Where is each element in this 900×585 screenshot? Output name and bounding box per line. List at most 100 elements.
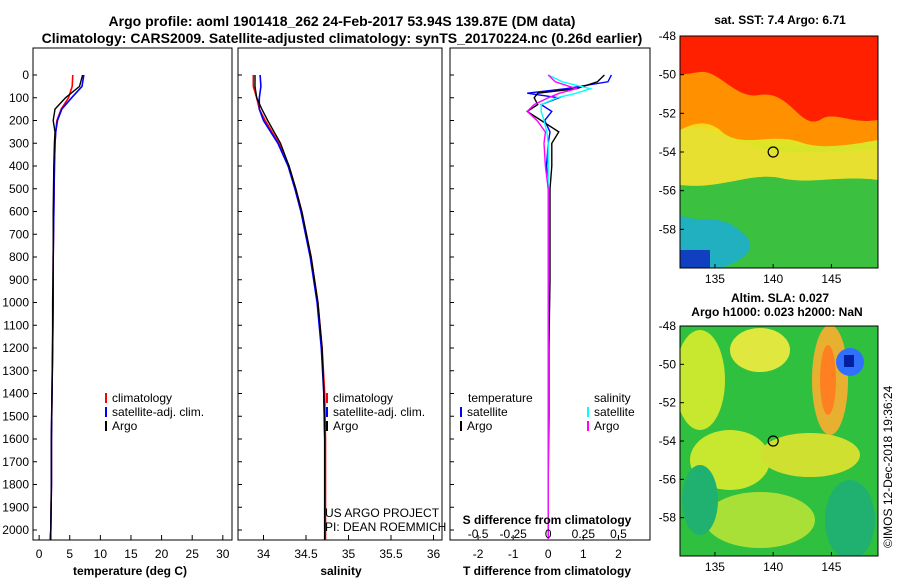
depth-tick-label: 1200 [2,341,29,355]
series-line-climatology [252,75,327,540]
depth-tick-label: 700 [9,227,29,241]
s-tick-label: 0.25 [572,527,596,541]
depth-tick-label: 1100 [3,318,29,332]
depth-tick-label: 600 [9,205,29,219]
depth-tick-label: 200 [9,114,29,128]
series-line-s-argo [526,74,579,540]
map-y-tick-label: -50 [659,68,677,82]
x-tick-label: 36 [427,547,441,561]
depth-tick-label: 1500 [2,409,29,423]
temperature-axis-label: temperature (deg C) [73,564,187,578]
x-tick-label: 35 [342,547,356,561]
depth-tick-label: 2000 [2,523,29,537]
map-y-tick-label: -58 [659,511,677,525]
title-line-1: Argo profile: aoml 1901418_262 24-Feb-20… [109,13,576,29]
map-y-tick-label: -48 [659,29,677,43]
map-y-tick-label: -54 [659,434,677,448]
x-tick-label: 34.5 [294,547,318,561]
sla-map-ticks: 135 140 145 -48 -50 -52 -54 -56 -58 [659,319,842,574]
series-line-satellite-adj-clim- [258,74,326,540]
x-tick-label: -1 [508,547,519,561]
map-y-tick-label: -56 [659,184,677,198]
series-group [49,74,85,540]
sst-argo-marker [767,146,779,158]
depth-tick-label: 1400 [2,387,29,401]
x-tick-label: 20 [155,547,169,561]
depth-tick-label: 1000 [2,296,29,310]
temperature-legend-label: satellite-adj. clim. [112,405,204,419]
map-x-tick-label: 145 [821,272,841,286]
map-x-tick-label: 135 [705,272,725,286]
depth-tick-label: 1600 [2,432,29,446]
temperature-panel [32,47,233,541]
sla-argo-marker [767,435,779,447]
t-diff-legend-label: Argo [467,419,493,433]
depth-axis-labels: 0 100 200 300 400 500 600 700 800 900 1000 1100 1200… [2,68,29,537]
s-tick-label: 0 [545,527,552,541]
map-x-tick-label: 145 [821,560,841,574]
t-legend-heading: temperature [468,391,533,405]
x-tick-label: 35.5 [379,547,403,561]
temperature-legend-label: Argo [112,419,138,433]
depth-tick-label: 1300 [2,364,29,378]
series-line-t-argo [525,74,605,540]
s-legend-heading: salinity [594,391,631,405]
x-tick-label: 30 [216,547,230,561]
x-tick-label: 34 [257,547,271,561]
t-diff-legend-label: satellite [467,405,508,419]
depth-tick-label: 1900 [2,500,29,514]
project-credit: US ARGO PROJECT [325,506,440,520]
profile-plots: 0 5 10 15 20 25 30 34 34.5 35 35.5 36 -2 -1 0 1 2 -0.5 -0.… [33,74,627,561]
x-tick-label: 25 [186,547,200,561]
depth-tick-label: 500 [9,182,29,196]
s-difference-axis-label: S difference from climatology [463,513,632,527]
series-group [252,74,327,540]
s-diff-legend-label: satellite [594,405,635,419]
title-line-2: Climatology: CARS2009. Satellite-adjuste… [42,30,643,46]
salinity-legend-label: satellite-adj. clim. [333,405,425,419]
map-y-tick-label: -54 [659,145,677,159]
temperature-legend-label: climatology [112,391,172,405]
pi-credit: PI: DEAN ROEMMICH [325,520,446,534]
s-tick-label: -0.5 [468,527,489,541]
depth-tick-label: 900 [9,273,29,287]
map-y-tick-label: -52 [659,106,677,120]
series-line-t-satellite [527,74,613,540]
x-tick-label: 15 [124,547,138,561]
imos-credit: ©IMOS 12-Dec-2018 19:36:24 [881,385,895,548]
series-line-argo [50,74,84,540]
s-diff-legend-label: Argo [594,419,620,433]
x-tick-label: 2 [615,547,622,561]
map-y-tick-label: -58 [659,222,677,236]
salinity-panel [237,47,443,541]
map-x-tick-label: 140 [763,560,783,574]
sst-map-title: sat. SST: 7.4 Argo: 6.71 [714,13,846,27]
series-group [525,74,613,540]
depth-tick-label: 1700 [2,455,29,469]
depth-tick-label: 800 [9,250,29,264]
sst-map [680,36,878,268]
map-x-tick-label: 135 [705,560,725,574]
s-tick-label: 0.5 [610,527,627,541]
series-line-satellite-adj-clim- [49,74,85,540]
depth-tick-label: 1800 [2,478,29,492]
sla-map-title: Altim. SLA: 0.027 [731,291,829,305]
salinity-legend-label: Argo [333,419,359,433]
salinity-legend-label: climatology [333,391,393,405]
depth-tick-label: 400 [9,159,29,173]
x-tick-label: 0 [545,547,552,561]
sst-map-ticks: 135 140 145 -48 -50 -52 -54 -56 -58 [659,29,842,286]
depth-tick-label: 300 [9,136,29,150]
sla-map-subtitle: Argo h1000: 0.023 h2000: NaN [691,305,862,319]
map-y-tick-label: -56 [659,472,677,486]
s-tick-label: -0.25 [499,527,527,541]
sla-map [680,326,878,556]
x-tick-label: -2 [473,547,484,561]
t-difference-axis-label: T difference from climatology [463,564,631,578]
x-tick-label: 10 [94,547,108,561]
difference-panel [449,47,651,541]
map-x-tick-label: 140 [763,272,783,286]
map-y-tick-label: -48 [659,319,677,333]
